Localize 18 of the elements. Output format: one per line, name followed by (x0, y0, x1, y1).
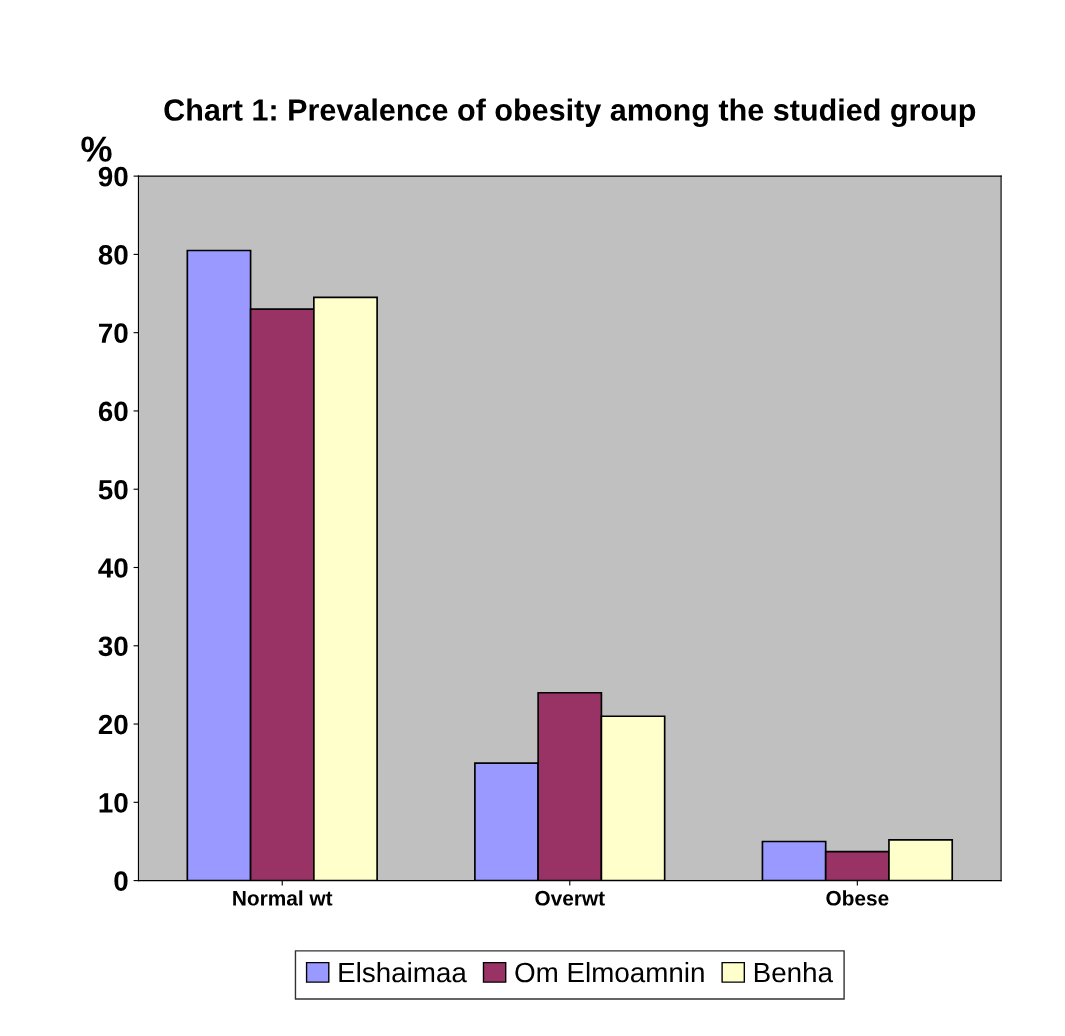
y-tick-label: 20 (98, 714, 128, 735)
legend-label: Elshaimaa (339, 961, 467, 983)
y-tick-label: 90 (98, 166, 128, 187)
y-tick-label: 80 (98, 245, 128, 265)
y-tick-label: 50 (98, 479, 128, 500)
x-tick-label: Obese (826, 890, 889, 906)
y-tick-label: 40 (98, 558, 128, 578)
x-tick-label: Normal wt (233, 890, 333, 906)
legend-label: Benha (754, 961, 833, 983)
y-tick-label: 60 (98, 401, 128, 422)
legend-label: Om Elmoamnin (515, 961, 704, 983)
y-tick-label: 30 (98, 636, 128, 657)
y-tick-label: 10 (99, 792, 128, 813)
y-tick-label: 0 (114, 871, 128, 891)
y-tick-label: 70 (99, 323, 128, 344)
y-axis-title: % (81, 136, 112, 162)
chart-title: Chart 1: Prevalence of obesity among the studied group (164, 98, 976, 128)
x-tick-label: Overwt (535, 890, 605, 906)
